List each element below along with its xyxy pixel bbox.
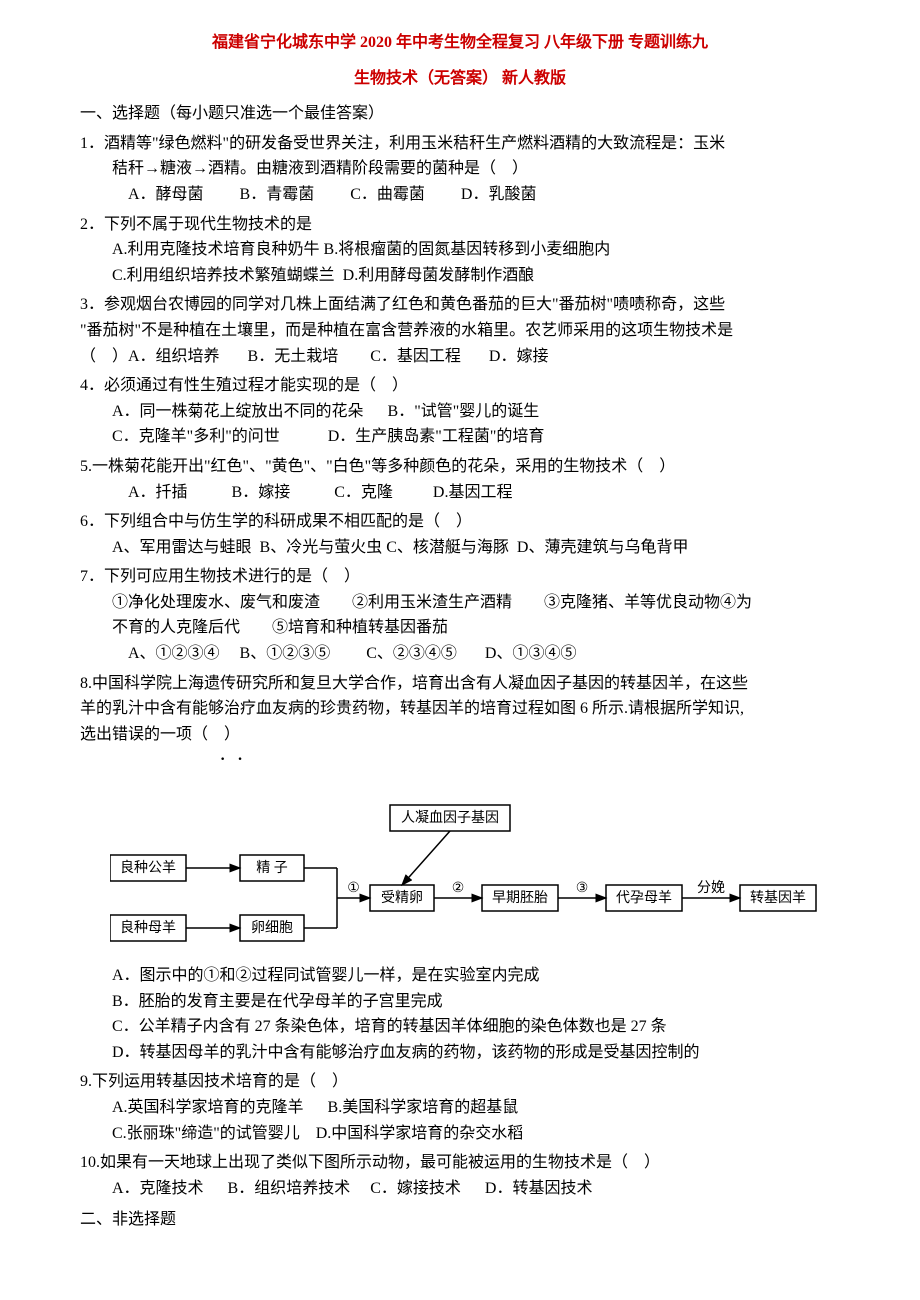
q9-options-line2: C.张丽珠"缔造"的试管婴儿 D.中国科学家培育的杂交水稻	[80, 1121, 840, 1147]
q1-options: A．酵母菌 B．青霉菌 C．曲霉菌 D．乳酸菌	[80, 182, 840, 208]
svg-text:良种母羊: 良种母羊	[120, 920, 176, 936]
question-4: 4．必须通过有性生殖过程才能实现的是（ ） A．同一株菊花上绽放出不同的花朵 B…	[80, 373, 840, 450]
doc-title-line2: 生物技术（无答案） 新人教版	[80, 66, 840, 92]
q8-option-c: C．公羊精子内含有 27 条染色体，培育的转基因羊体细胞的染色体数也是 27 条	[80, 1014, 840, 1040]
q9-options-line1: A.英国科学家培育的克隆羊 B.美国科学家培育的超基鼠	[80, 1095, 840, 1121]
q7-stem: 7．下列可应用生物技术进行的是（ ）	[80, 564, 840, 590]
svg-text:②: ②	[452, 881, 465, 896]
question-6: 6．下列组合中与仿生学的科研成果不相匹配的是（ ） A、军用雷达与蛙眼 B、冷光…	[80, 509, 840, 560]
q1-stem-line1: 1．酒精等"绿色燃料"的研发备受世界关注，利用玉米秸秆生产燃料酒精的大致流程是：…	[80, 131, 840, 157]
q4-options-line2: C．克隆羊"多利"的问世 D．生产胰岛素"工程菌"的培育	[80, 424, 840, 450]
q8-diagram: 人凝血因子基因良种公羊 精 子良种母羊 卵细胞 受精卵 早期胚胎 代孕母羊 转基因羊 ② ③ 分娩…	[80, 785, 840, 955]
question-10: 10.如果有一天地球上出现了类似下图所示动物，最可能被运用的生物技术是（ ） A…	[80, 1150, 840, 1201]
q6-options: A、军用雷达与蛙眼 B、冷光与萤火虫 C、核潜艇与海豚 D、薄壳建筑与乌龟背甲	[80, 535, 840, 561]
q2-options-line2: C.利用组织培养技术繁殖蝴蝶兰 D.利用酵母菌发酵制作酒酿	[80, 263, 840, 289]
question-7: 7．下列可应用生物技术进行的是（ ） ①净化处理废水、废气和废渣 ②利用玉米渣生…	[80, 564, 840, 666]
svg-text:卵细胞: 卵细胞	[251, 920, 293, 936]
q3-options: （ ）A．组织培养 B．无土栽培 C．基因工程 D．嫁接	[80, 344, 840, 370]
q10-options: A．克隆技术 B．组织培养技术 C．嫁接技术 D．转基因技术	[80, 1176, 840, 1202]
q5-options: A．扦插 B．嫁接 C．克隆 D.基因工程	[80, 480, 840, 506]
svg-text:①: ①	[347, 881, 360, 896]
q2-options-line1: A.利用克隆技术培育良种奶牛 B.将根瘤菌的固氮基因转移到小麦细胞内	[80, 237, 840, 263]
q2-stem: 2．下列不属于现代生物技术的是	[80, 212, 840, 238]
q8-stem-line3: 选出错误的一项（ ）	[80, 722, 840, 748]
question-3: 3．参观烟台农博园的同学对几株上面结满了红色和黄色番茄的巨大"番茄树"啧啧称奇，…	[80, 292, 840, 369]
q4-options-line1: A．同一株菊花上绽放出不同的花朵 B．"试管"婴儿的诞生	[80, 399, 840, 425]
svg-text:精 子: 精 子	[256, 860, 288, 876]
q8-dots: ··	[80, 747, 840, 773]
svg-text:代孕母羊: 代孕母羊	[616, 890, 672, 906]
svg-text:良种公羊: 良种公羊	[120, 860, 176, 876]
question-5: 5.一株菊花能开出"红色"、"黄色"、"白色"等多种颜色的花朵，采用的生物技术（…	[80, 454, 840, 505]
q8-option-a: A．图示中的①和②过程同试管婴儿一样，是在实验室内完成	[80, 963, 840, 989]
q5-stem: 5.一株菊花能开出"红色"、"黄色"、"白色"等多种颜色的花朵，采用的生物技术（…	[80, 454, 840, 480]
q7-items-line2: 不育的人克隆后代 ⑤培育和种植转基因番茄	[80, 615, 840, 641]
q9-stem: 9.下列运用转基因技术培育的是（ ）	[80, 1069, 840, 1095]
q8-option-d: D．转基因母羊的乳汁中含有能够治疗血友病的药物，该药物的形成是受基因控制的	[80, 1040, 840, 1066]
q8-option-b: B．胚胎的发育主要是在代孕母羊的子宫里完成	[80, 989, 840, 1015]
section-1-header: 一、选择题（每小题只准选一个最佳答案）	[80, 101, 840, 127]
svg-text:早期胚胎: 早期胚胎	[492, 890, 548, 906]
q7-items-line1: ①净化处理废水、废气和废渣 ②利用玉米渣生产酒精 ③克隆猪、羊等优良动物④为	[80, 590, 840, 616]
svg-text:转基因羊: 转基因羊	[750, 889, 806, 906]
q4-stem: 4．必须通过有性生殖过程才能实现的是（ ）	[80, 373, 840, 399]
question-9: 9.下列运用转基因技术培育的是（ ） A.英国科学家培育的克隆羊 B.美国科学家…	[80, 1069, 840, 1146]
doc-title-line1: 福建省宁化城东中学 2020 年中考生物全程复习 八年级下册 专题训练九	[80, 30, 840, 56]
q3-stem-line2: "番茄树"不是种植在土壤里，而是种植在富含营养液的水箱里。农艺师采用的这项生物技…	[80, 318, 840, 344]
q8-stem-line2: 羊的乳汁中含有能够治疗血友病的珍贵药物，转基因羊的培育过程如图 6 所示.请根据…	[80, 696, 840, 722]
svg-text:分娩: 分娩	[697, 880, 725, 896]
section-2-header: 二、非选择题	[80, 1207, 840, 1233]
q7-options: A、①②③④ B、①②③⑤ C、②③④⑤ D、①③④⑤	[80, 641, 840, 667]
svg-text:受精卵: 受精卵	[381, 890, 423, 906]
q8-stem-line1: 8.中国科学院上海遗传研究所和复旦大学合作，培育出含有人凝血因子基因的转基因羊，…	[80, 671, 840, 697]
svg-text:③: ③	[576, 881, 589, 896]
question-1: 1．酒精等"绿色燃料"的研发备受世界关注，利用玉米秸秆生产燃料酒精的大致流程是：…	[80, 131, 840, 208]
q10-stem: 10.如果有一天地球上出现了类似下图所示动物，最可能被运用的生物技术是（ ）	[80, 1150, 840, 1176]
question-8: 8.中国科学院上海遗传研究所和复旦大学合作，培育出含有人凝血因子基因的转基因羊，…	[80, 671, 840, 1066]
q3-stem-line1: 3．参观烟台农博园的同学对几株上面结满了红色和黄色番茄的巨大"番茄树"啧啧称奇，…	[80, 292, 840, 318]
svg-text:人凝血因子基因: 人凝血因子基因	[401, 809, 499, 826]
question-2: 2．下列不属于现代生物技术的是 A.利用克隆技术培育良种奶牛 B.将根瘤菌的固氮…	[80, 212, 840, 289]
q1-stem-line2: 秸秆→糖液→酒精。由糖液到酒精阶段需要的菌种是（ ）	[80, 156, 840, 182]
q6-stem: 6．下列组合中与仿生学的科研成果不相匹配的是（ ）	[80, 509, 840, 535]
